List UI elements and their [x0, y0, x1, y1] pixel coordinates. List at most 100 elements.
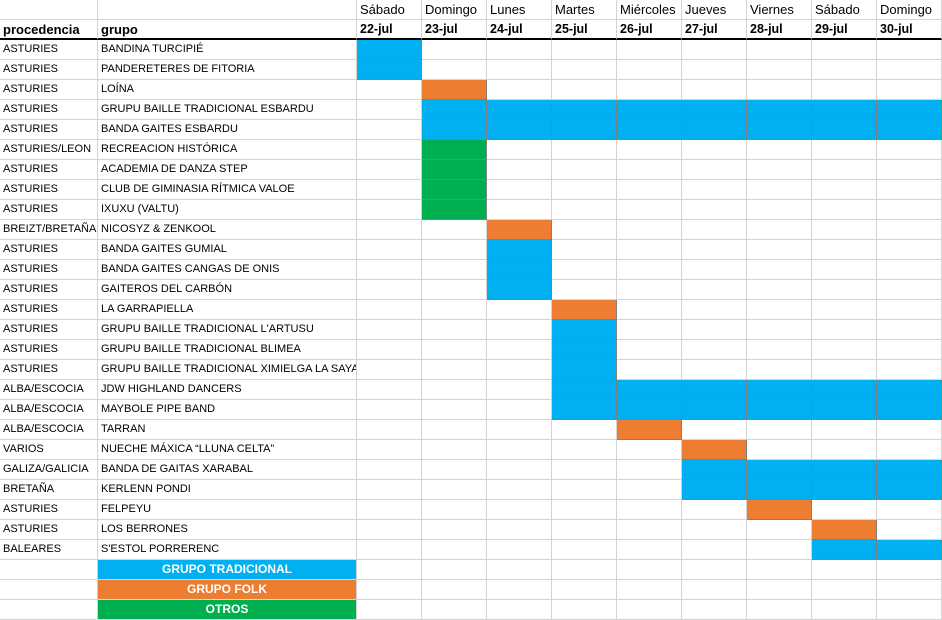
schedule-cell[interactable]: [552, 280, 617, 300]
schedule-cell-tradicional[interactable]: [552, 320, 617, 340]
schedule-cell[interactable]: [357, 520, 422, 540]
schedule-cell[interactable]: [682, 300, 747, 320]
schedule-cell[interactable]: [682, 60, 747, 80]
schedule-cell[interactable]: [682, 240, 747, 260]
schedule-cell[interactable]: [877, 180, 942, 200]
schedule-cell[interactable]: [747, 60, 812, 80]
schedule-cell[interactable]: [747, 240, 812, 260]
schedule-cell[interactable]: [747, 160, 812, 180]
date-header[interactable]: 22-jul: [357, 20, 422, 40]
schedule-cell[interactable]: [812, 300, 877, 320]
schedule-cell[interactable]: [552, 80, 617, 100]
schedule-cell[interactable]: [487, 440, 552, 460]
schedule-cell[interactable]: [617, 280, 682, 300]
schedule-cell[interactable]: [877, 520, 942, 540]
cell-grupo[interactable]: FELPEYU: [98, 500, 357, 520]
schedule-cell[interactable]: [682, 140, 747, 160]
schedule-cell[interactable]: [682, 160, 747, 180]
cell-grupo[interactable]: MAYBOLE PIPE BAND: [98, 400, 357, 420]
schedule-cell[interactable]: [552, 420, 617, 440]
empty-cell[interactable]: [357, 580, 422, 600]
schedule-cell-otros[interactable]: [422, 160, 487, 180]
schedule-cell[interactable]: [617, 480, 682, 500]
schedule-cell[interactable]: [812, 420, 877, 440]
schedule-cell[interactable]: [422, 420, 487, 440]
schedule-cell[interactable]: [617, 520, 682, 540]
empty-cell[interactable]: [877, 580, 942, 600]
schedule-cell[interactable]: [357, 200, 422, 220]
schedule-cell[interactable]: [357, 500, 422, 520]
schedule-cell[interactable]: [617, 200, 682, 220]
schedule-cell[interactable]: [357, 180, 422, 200]
cell-grupo[interactable]: BANDA DE GAITAS XARABAL: [98, 460, 357, 480]
schedule-cell[interactable]: [357, 140, 422, 160]
column-header-procedencia[interactable]: procedencia: [0, 20, 98, 40]
schedule-cell[interactable]: [747, 340, 812, 360]
schedule-cell[interactable]: [487, 200, 552, 220]
day-name-header[interactable]: Miércoles: [617, 0, 682, 20]
schedule-cell[interactable]: [877, 40, 942, 60]
cell-grupo[interactable]: S'ESTOL PORRERENC: [98, 540, 357, 560]
schedule-cell[interactable]: [877, 300, 942, 320]
schedule-cell-tradicional[interactable]: [812, 540, 877, 560]
schedule-cell-tradicional[interactable]: [877, 100, 942, 120]
schedule-cell-otros[interactable]: [422, 200, 487, 220]
legend-empty-cell[interactable]: [0, 600, 98, 620]
cell-grupo[interactable]: GAITEROS DEL CARBÓN: [98, 280, 357, 300]
cell-grupo[interactable]: NUECHE MÁXICA “LLUNA CELTA”: [98, 440, 357, 460]
empty-cell[interactable]: [747, 580, 812, 600]
schedule-cell[interactable]: [877, 60, 942, 80]
date-header[interactable]: 24-jul: [487, 20, 552, 40]
schedule-cell[interactable]: [487, 300, 552, 320]
schedule-cell[interactable]: [422, 460, 487, 480]
schedule-cell-tradicional[interactable]: [747, 120, 812, 140]
schedule-cell[interactable]: [617, 260, 682, 280]
schedule-cell-tradicional[interactable]: [552, 380, 617, 400]
legend-empty-cell[interactable]: [0, 560, 98, 580]
schedule-cell[interactable]: [617, 40, 682, 60]
schedule-cell[interactable]: [487, 160, 552, 180]
schedule-cell[interactable]: [747, 360, 812, 380]
schedule-cell-tradicional[interactable]: [682, 460, 747, 480]
cell-procedencia[interactable]: ASTURIES: [0, 520, 98, 540]
schedule-cell[interactable]: [747, 260, 812, 280]
schedule-cell-folk[interactable]: [552, 300, 617, 320]
schedule-cell-tradicional[interactable]: [422, 120, 487, 140]
cell-procedencia[interactable]: ALBA/ESCOCIA: [0, 380, 98, 400]
cell-grupo[interactable]: ACADEMIA DE DANZA STEP: [98, 160, 357, 180]
schedule-cell-tradicional[interactable]: [877, 540, 942, 560]
schedule-cell[interactable]: [747, 40, 812, 60]
cell-procedencia[interactable]: ASTURIES: [0, 200, 98, 220]
empty-cell[interactable]: [422, 580, 487, 600]
schedule-cell[interactable]: [812, 80, 877, 100]
cell-grupo[interactable]: PANDERETERES DE FITORIA: [98, 60, 357, 80]
schedule-cell-tradicional[interactable]: [682, 480, 747, 500]
schedule-cell-tradicional[interactable]: [812, 380, 877, 400]
schedule-cell[interactable]: [357, 120, 422, 140]
schedule-cell[interactable]: [487, 140, 552, 160]
schedule-cell-tradicional[interactable]: [747, 480, 812, 500]
schedule-cell[interactable]: [552, 220, 617, 240]
schedule-cell[interactable]: [747, 540, 812, 560]
schedule-cell[interactable]: [487, 380, 552, 400]
empty-cell[interactable]: [487, 560, 552, 580]
schedule-cell[interactable]: [357, 240, 422, 260]
schedule-cell[interactable]: [812, 60, 877, 80]
schedule-cell[interactable]: [357, 460, 422, 480]
cell-grupo[interactable]: TARRAN: [98, 420, 357, 440]
schedule-cell[interactable]: [357, 440, 422, 460]
cell-grupo[interactable]: CLUB DE GIMINASIA RÍTMICA VALOE: [98, 180, 357, 200]
day-name-header[interactable]: Sábado: [812, 0, 877, 20]
schedule-cell[interactable]: [357, 480, 422, 500]
schedule-cell[interactable]: [357, 340, 422, 360]
cell-procedencia[interactable]: ASTURIES: [0, 360, 98, 380]
schedule-cell[interactable]: [552, 540, 617, 560]
schedule-cell[interactable]: [552, 180, 617, 200]
schedule-cell-tradicional[interactable]: [877, 400, 942, 420]
empty-cell[interactable]: [812, 600, 877, 620]
empty-cell[interactable]: [357, 600, 422, 620]
schedule-cell-tradicional[interactable]: [422, 100, 487, 120]
schedule-cell[interactable]: [877, 160, 942, 180]
day-name-header[interactable]: Domingo: [877, 0, 942, 20]
empty-cell[interactable]: [552, 580, 617, 600]
